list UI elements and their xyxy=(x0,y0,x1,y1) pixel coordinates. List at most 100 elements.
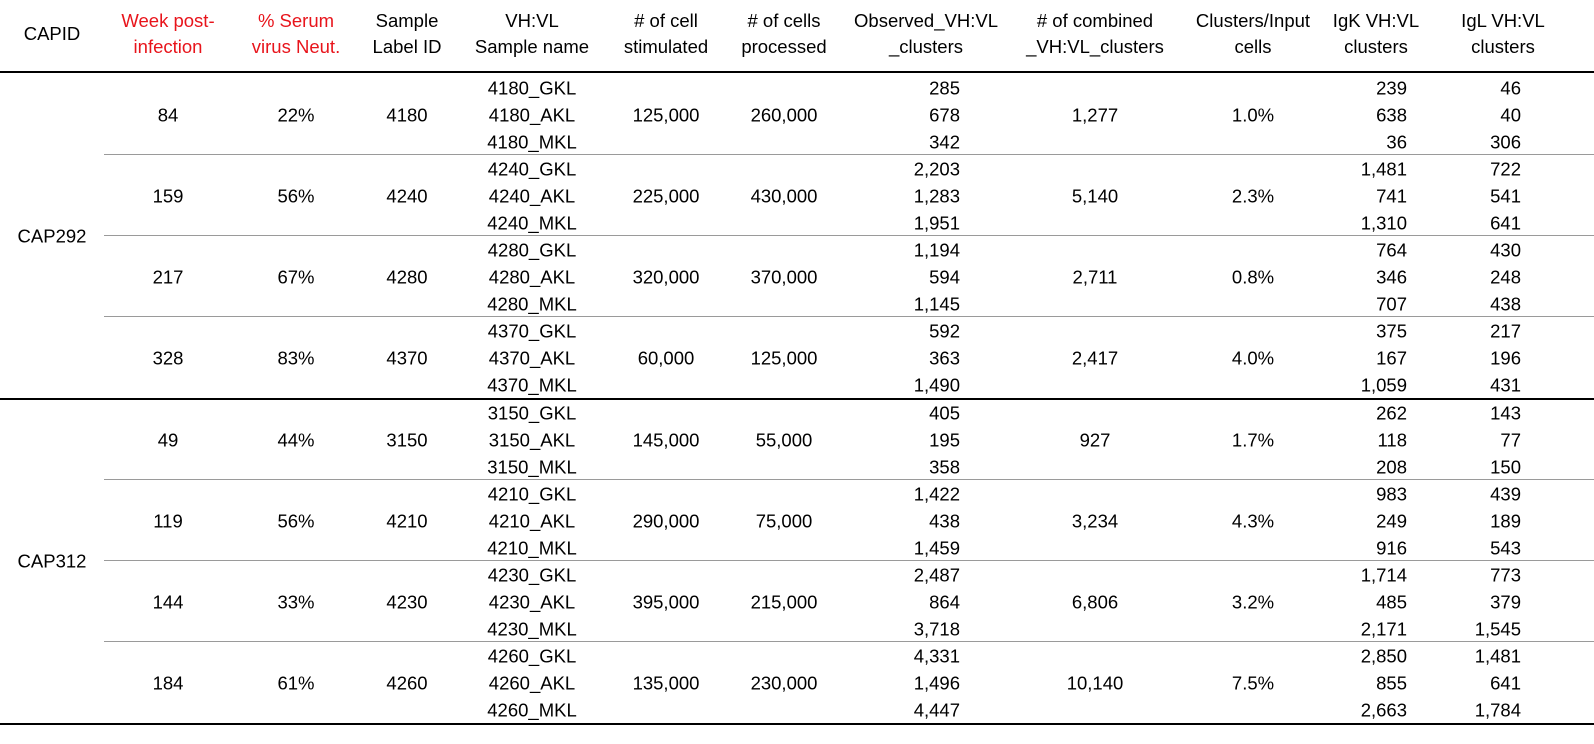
observed-clusters-cell: 342 xyxy=(929,131,960,152)
igl-clusters-cell: 379 xyxy=(1490,591,1521,613)
week-post-infection-cell: 49 xyxy=(157,429,179,451)
sample-name-cell: 4280_MKL xyxy=(487,293,577,314)
igl-clusters-cell: 150 xyxy=(1490,456,1521,478)
sample-name-cell: 3150_AKL xyxy=(488,429,576,451)
column-header-line: IgL VH:VL xyxy=(1461,10,1545,31)
header-rule xyxy=(0,71,1594,73)
cells-stimulated-cell: 135,000 xyxy=(632,672,700,694)
sample-name-cell: 4260_AKL xyxy=(488,672,576,694)
sample-name-cell: 4370_MKL xyxy=(487,374,577,395)
cells-stimulated-cell: 60,000 xyxy=(637,347,695,368)
cells-stimulated-cell: 225,000 xyxy=(632,185,700,206)
sample-name-cell: 4180_MKL xyxy=(487,131,577,152)
clusters-input-ratio-cell: 3.2% xyxy=(1231,591,1275,613)
combined-clusters-cell: 5,140 xyxy=(1071,185,1119,206)
igk-clusters-cell: 375 xyxy=(1376,320,1407,341)
sample-name-cell: 4370_GKL xyxy=(487,320,577,341)
observed-clusters-cell: 1,490 xyxy=(913,374,960,395)
cells-processed-cell: 430,000 xyxy=(750,185,818,206)
observed-clusters-cell: 1,496 xyxy=(913,672,960,694)
observed-clusters-cell: 3,718 xyxy=(913,618,960,640)
clusters-input-ratio-cell: 2.3% xyxy=(1231,185,1275,206)
igl-clusters-cell: 248 xyxy=(1490,266,1521,287)
igl-clusters-cell: 431 xyxy=(1490,374,1521,395)
igk-clusters-cell: 2,171 xyxy=(1360,618,1407,640)
igl-clusters-cell: 543 xyxy=(1490,537,1521,559)
igk-clusters-cell: 2,850 xyxy=(1360,645,1407,667)
clusters-input-ratio-cell: 4.3% xyxy=(1231,510,1275,532)
igl-clusters-cell: 1,784 xyxy=(1474,699,1521,721)
sample-name-cell: 4210_GKL xyxy=(487,483,577,505)
cells-processed-cell: 215,000 xyxy=(750,591,818,613)
sample-name-cell: 4280_GKL xyxy=(487,239,577,260)
sample-name-cell: 4240_MKL xyxy=(487,212,577,233)
sample-name-cell: 3150_MKL xyxy=(487,456,577,478)
sample-name-cell: 4230_GKL xyxy=(487,564,577,586)
column-header-line: CAPID xyxy=(23,23,81,44)
sample-name-cell: 4260_GKL xyxy=(487,645,577,667)
igk-clusters-cell: 1,310 xyxy=(1360,212,1407,233)
column-header-igk: IgK VH:VL clusters xyxy=(1333,8,1419,60)
igk-clusters-cell: 249 xyxy=(1376,510,1407,532)
igk-clusters-cell: 262 xyxy=(1376,402,1407,424)
igk-clusters-cell: 764 xyxy=(1376,239,1407,260)
sample-label-id-cell: 4210 xyxy=(386,510,428,532)
week-post-infection-cell: 119 xyxy=(153,510,183,532)
igl-clusters-cell: 217 xyxy=(1490,320,1521,341)
observed-clusters-cell: 285 xyxy=(929,77,960,98)
column-header-line: Clusters/Input xyxy=(1195,10,1311,31)
column-header-week: Week post-infection xyxy=(121,8,214,60)
column-header-line: Week post- xyxy=(121,10,215,31)
sample-name-cell: 4260_MKL xyxy=(487,699,577,721)
igl-clusters-cell: 439 xyxy=(1490,483,1521,505)
igk-clusters-cell: 855 xyxy=(1376,672,1407,694)
igl-clusters-cell: 143 xyxy=(1490,402,1521,424)
combined-clusters-cell: 6,806 xyxy=(1071,591,1119,613)
cells-stimulated-cell: 290,000 xyxy=(632,510,700,532)
column-header-line: VH:VL xyxy=(505,10,559,31)
igk-clusters-cell: 1,059 xyxy=(1360,374,1407,395)
igk-clusters-cell: 741 xyxy=(1376,185,1407,206)
column-header-line: processed xyxy=(741,36,827,57)
column-header-observed: Observed_VH:VL _clusters xyxy=(854,8,998,60)
igl-clusters-cell: 438 xyxy=(1490,293,1521,314)
column-header-ratio: Clusters/Input cells xyxy=(1196,8,1310,60)
column-header-processed: # of cells processed xyxy=(741,8,826,60)
sample-name-cell: 4210_MKL xyxy=(487,537,577,559)
column-header-line: clusters xyxy=(1344,36,1408,57)
sample-name-cell: 4180_GKL xyxy=(487,77,577,98)
observed-clusters-cell: 195 xyxy=(929,429,960,451)
igk-clusters-cell: 2,663 xyxy=(1360,699,1407,721)
sample-label-id-cell: 4240 xyxy=(386,185,428,206)
igl-clusters-cell: 722 xyxy=(1490,158,1521,179)
observed-clusters-cell: 1,951 xyxy=(913,212,960,233)
sample-name-cell: 4370_AKL xyxy=(488,347,576,368)
igk-clusters-cell: 638 xyxy=(1376,104,1407,125)
clusters-input-ratio-cell: 1.7% xyxy=(1231,429,1275,451)
observed-clusters-cell: 864 xyxy=(929,591,960,613)
column-header-line: clusters xyxy=(1471,36,1535,57)
observed-clusters-cell: 4,447 xyxy=(913,699,960,721)
group-separator xyxy=(104,235,1594,236)
cells-processed-cell: 370,000 xyxy=(750,266,818,287)
column-header-igl: IgL VH:VL clusters xyxy=(1461,8,1545,60)
combined-clusters-cell: 2,417 xyxy=(1071,347,1119,368)
capid-cell: CAP312 xyxy=(17,550,87,572)
serum-neut-cell: 67% xyxy=(277,266,315,287)
igl-clusters-cell: 189 xyxy=(1490,510,1521,532)
igl-clusters-cell: 430 xyxy=(1490,239,1521,260)
igk-clusters-cell: 208 xyxy=(1376,456,1407,478)
observed-clusters-cell: 4,331 xyxy=(913,645,960,667)
observed-clusters-cell: 1,194 xyxy=(913,239,960,260)
group-separator xyxy=(104,316,1594,317)
serum-neut-cell: 33% xyxy=(277,591,315,613)
sample-label-id-cell: 4230 xyxy=(386,591,428,613)
sample-name-cell: 4230_AKL xyxy=(488,591,576,613)
observed-clusters-cell: 1,145 xyxy=(913,293,960,314)
column-header-line: cells xyxy=(1234,36,1272,57)
igk-clusters-cell: 485 xyxy=(1376,591,1407,613)
observed-clusters-cell: 1,422 xyxy=(913,483,960,505)
week-post-infection-cell: 144 xyxy=(152,591,184,613)
igl-clusters-cell: 77 xyxy=(1500,429,1521,451)
patient-rule xyxy=(0,398,1594,400)
